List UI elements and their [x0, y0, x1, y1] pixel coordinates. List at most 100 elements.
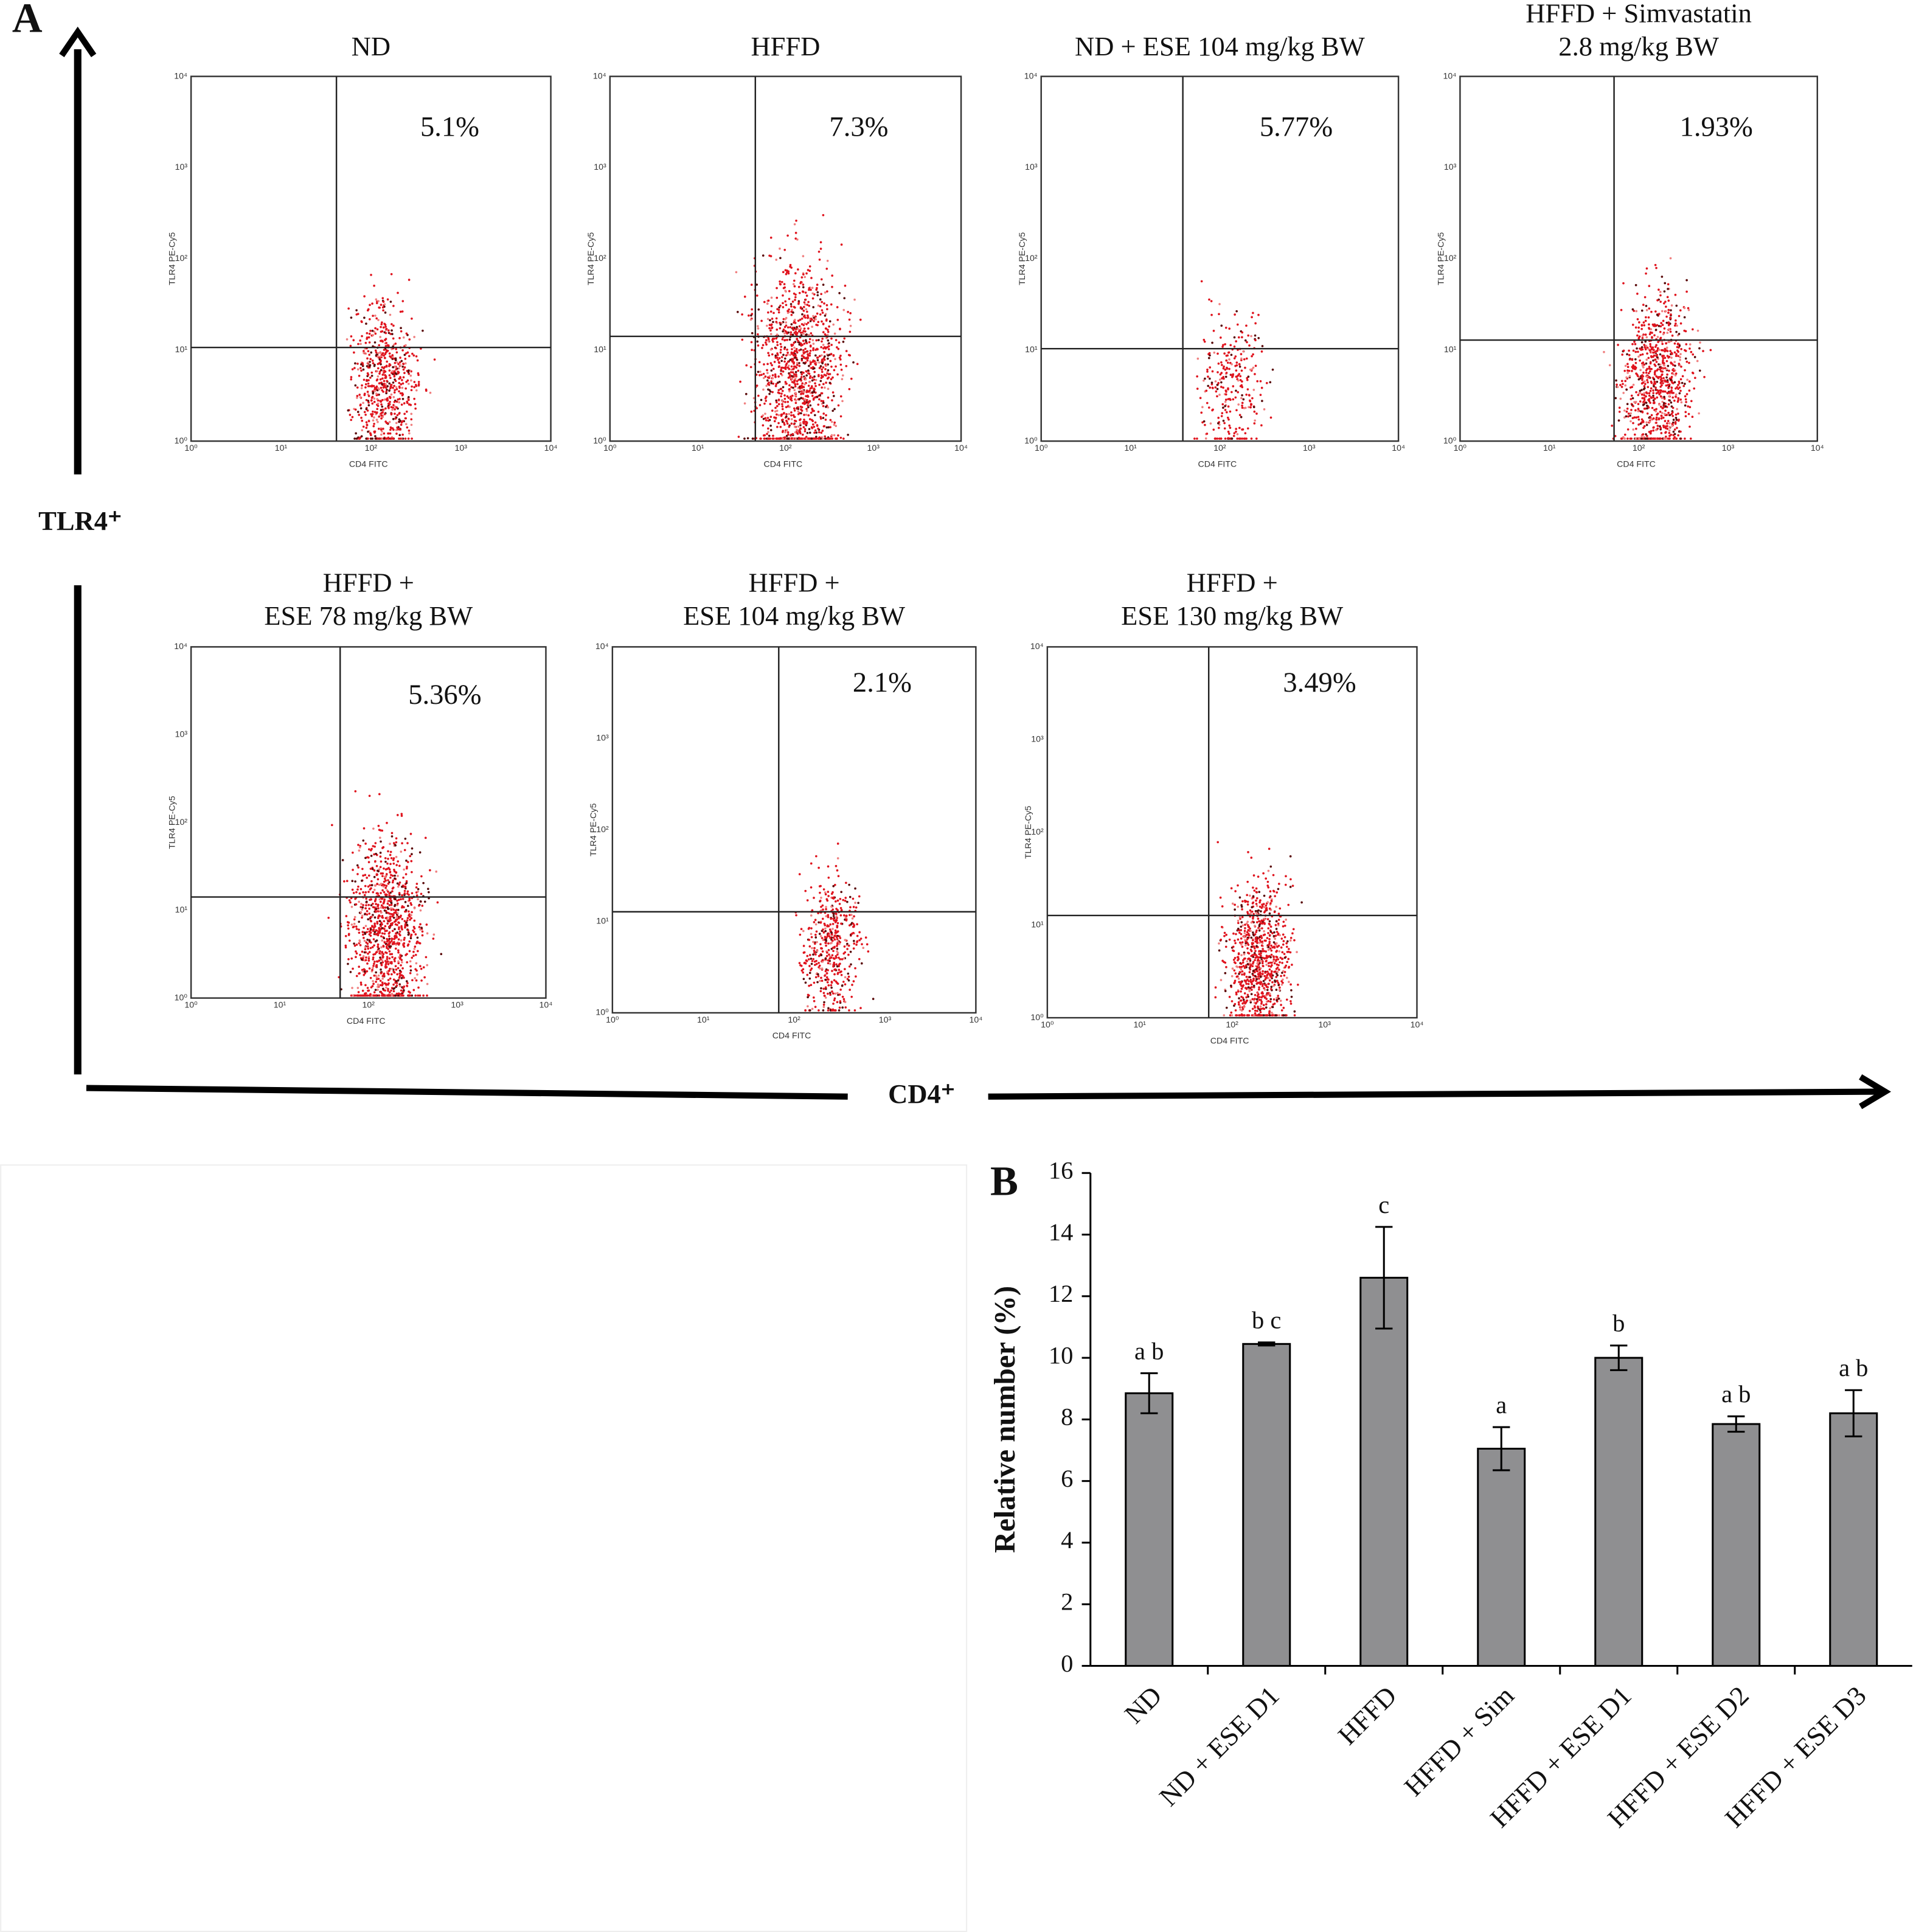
event-dot: [806, 310, 808, 313]
event-dot: [828, 325, 830, 328]
event-dot: [851, 984, 853, 986]
event-dot: [362, 933, 364, 936]
event-dot: [1685, 279, 1688, 282]
event-dot: [765, 395, 768, 398]
event-dot: [1655, 266, 1657, 269]
event-dot: [1220, 437, 1223, 440]
event-dot: [1218, 303, 1221, 305]
event-dot: [849, 895, 852, 898]
event-dot: [364, 874, 367, 877]
event-dot: [1227, 418, 1230, 421]
event-dot: [776, 344, 779, 346]
event-dot: [395, 864, 398, 866]
event-dot: [405, 380, 408, 383]
event-dot: [381, 992, 383, 995]
event-dot: [1641, 411, 1644, 414]
event-dot: [375, 411, 378, 414]
event-dot: [385, 951, 388, 954]
event-dot: [1662, 405, 1665, 408]
event-dot: [1690, 350, 1693, 353]
event-dot: [1224, 343, 1226, 346]
event-dot: [839, 906, 842, 909]
event-dot: [383, 884, 386, 886]
event-dot: [804, 378, 807, 381]
event-dot: [775, 337, 778, 340]
event-dot: [805, 370, 808, 373]
event-dot: [1683, 316, 1686, 319]
event-dot: [426, 994, 428, 997]
event-dot: [764, 375, 767, 378]
event-dot: [1675, 372, 1678, 375]
event-dot: [409, 374, 412, 377]
event-dot: [819, 979, 821, 982]
event-dot: [386, 862, 389, 865]
event-dot: [767, 338, 770, 341]
event-dot: [1193, 437, 1196, 440]
event-dot: [805, 436, 808, 439]
event-dot: [408, 897, 411, 900]
event-dot: [398, 398, 401, 400]
event-dot: [820, 976, 822, 979]
event-dot: [804, 428, 807, 431]
event-dot: [809, 404, 812, 407]
event-dot: [347, 924, 349, 926]
event-dot: [1684, 415, 1687, 418]
event-dot: [790, 414, 793, 417]
event-dot: [401, 894, 403, 897]
event-dot: [1637, 415, 1640, 419]
event-dot: [358, 892, 361, 895]
event-dot: [1645, 358, 1648, 361]
event-dot: [821, 967, 824, 970]
event-dot: [1678, 344, 1681, 347]
event-dot: [825, 915, 828, 917]
event-dot: [1643, 344, 1646, 346]
event-dot: [385, 986, 387, 989]
event-dot: [388, 994, 390, 997]
event-dot: [1645, 401, 1648, 404]
event-dot: [1627, 415, 1630, 418]
event-dot: [401, 961, 403, 964]
event-dot: [361, 867, 364, 870]
event-dot: [356, 397, 358, 399]
event-dot: [773, 361, 776, 363]
event-dot: [1225, 411, 1228, 414]
plot-x-label: CD4 FITC: [349, 459, 388, 469]
event-dot: [406, 890, 409, 893]
event-dot: [387, 436, 390, 439]
event-dot: [1662, 362, 1665, 364]
event-dot: [791, 333, 794, 336]
event-dot: [391, 915, 394, 918]
event-dot: [350, 905, 353, 908]
event-dot: [1668, 395, 1670, 398]
event-dot: [760, 415, 763, 419]
event-dot: [856, 363, 859, 366]
event-dot: [1269, 416, 1272, 419]
event-dot: [364, 341, 367, 344]
event-dot: [1239, 375, 1242, 378]
event-dot: [1662, 319, 1665, 322]
event-dot: [366, 939, 369, 941]
event-dot: [783, 339, 786, 342]
event-dot: [797, 406, 799, 409]
event-dot: [825, 939, 828, 942]
event-dot: [359, 953, 361, 956]
event-dot: [780, 356, 783, 358]
event-dot: [817, 437, 820, 440]
plot-y-tick: 10⁴: [595, 642, 609, 652]
event-dot: [770, 305, 773, 307]
event-dot: [836, 899, 839, 902]
event-dot: [383, 432, 386, 435]
event-dot: [815, 437, 817, 440]
event-dot: [779, 323, 782, 326]
event-dot: [1653, 437, 1655, 440]
event-dot: [827, 932, 830, 935]
event-dot: [811, 426, 814, 429]
event-dot: [357, 844, 359, 846]
event-dot: [401, 349, 404, 352]
event-dot: [1671, 396, 1675, 399]
event-dot: [383, 303, 386, 306]
event-dot: [816, 981, 819, 984]
event-dot: [821, 370, 824, 374]
event-dot: [353, 437, 356, 440]
event-dot: [844, 939, 847, 942]
